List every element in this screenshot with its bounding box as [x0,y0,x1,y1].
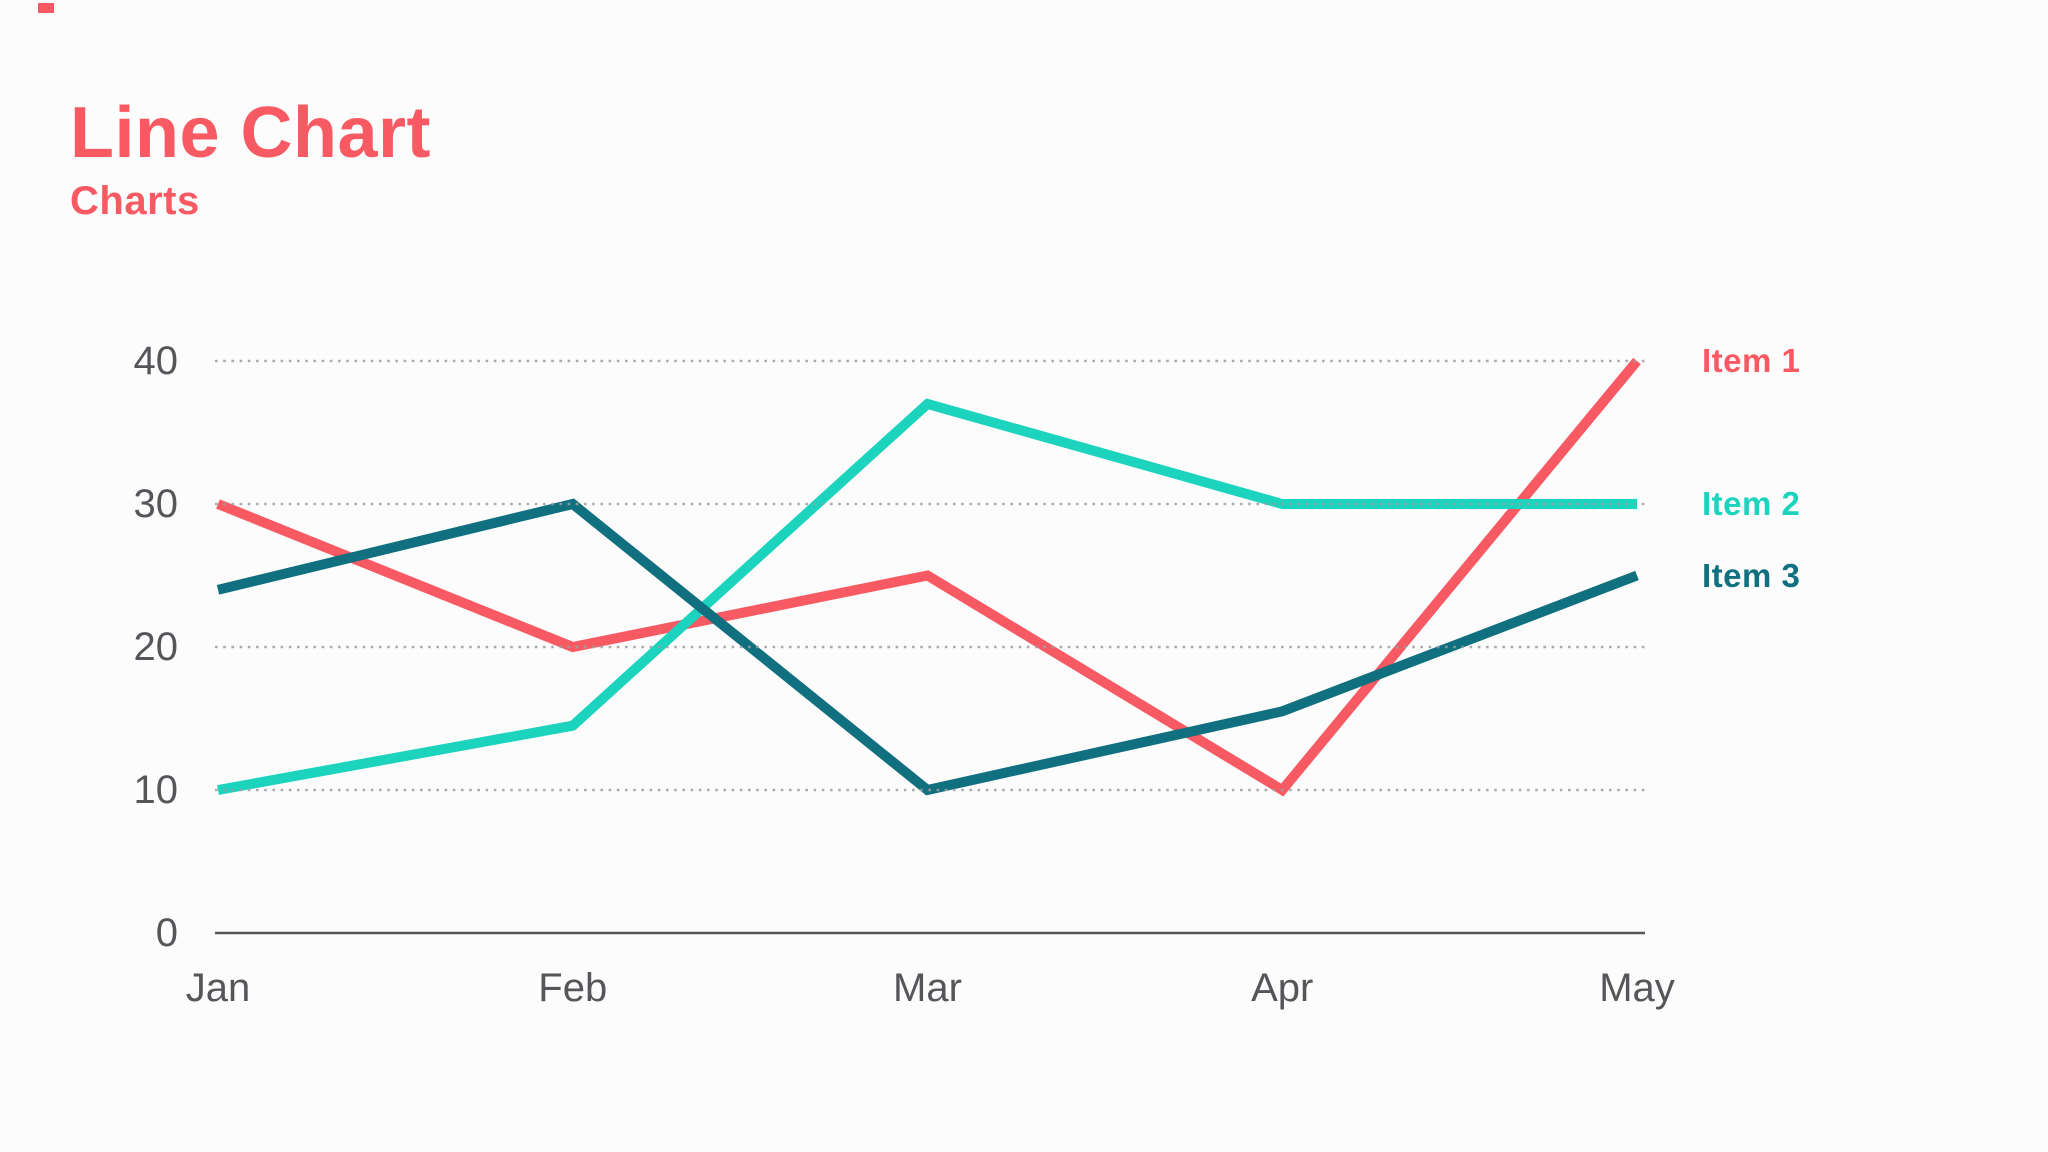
corner-accent-mark [38,3,54,13]
x-tick-label-may: May [1599,966,1675,1010]
x-tick-label-mar: Mar [893,966,962,1010]
y-tick-label-30: 30 [133,482,179,526]
x-tick-label-feb: Feb [538,966,608,1010]
y-tick-label-0: 0 [155,911,178,955]
series-line-item-2 [217,398,1637,795]
legend-label-item-2: Item 2 [1702,485,1801,522]
page-title: Line Chart [70,93,432,173]
y-tick-label-10: 10 [133,768,179,812]
plot-area [215,357,1645,935]
page-subtitle: Charts [70,179,200,223]
x-tick-label-jan: Jan [185,966,251,1010]
legend-label-item-3: Item 3 [1702,556,1801,594]
series-line-item-3 [216,498,1639,796]
y-tick-label-20: 20 [133,625,179,669]
legend-label-item-1: Item 1 [1702,342,1801,379]
y-tick-label-40: 40 [133,339,179,383]
x-tick-label-apr: Apr [1251,966,1314,1010]
series-line-item-1 [216,357,1641,797]
